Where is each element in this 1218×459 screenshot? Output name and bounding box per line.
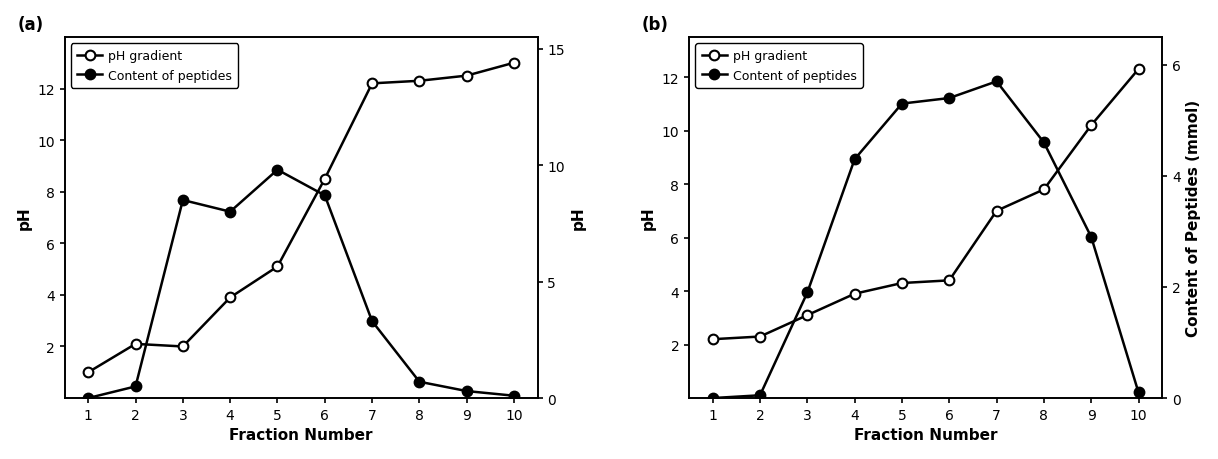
Content of peptides: [705, 396, 720, 401]
Content of peptides: [1084, 235, 1099, 240]
pH gradient: [459, 74, 474, 79]
Content of peptides: [80, 396, 95, 401]
pH gradient: [223, 295, 238, 301]
Content of peptides: [895, 101, 910, 107]
pH gradient: [270, 264, 285, 270]
Content of peptides: [942, 96, 956, 101]
Content of peptides: [1132, 390, 1146, 395]
Content of peptides: [223, 209, 238, 215]
Content of peptides: [318, 193, 333, 199]
pH gradient: [80, 369, 95, 375]
pH gradient: [705, 337, 720, 342]
pH gradient: [753, 334, 767, 340]
Y-axis label: pH: pH: [17, 206, 32, 230]
Content of peptides: [507, 393, 521, 398]
Content of peptides: [800, 290, 815, 296]
Y-axis label: Content of Peptides (mmol): Content of Peptides (mmol): [1186, 100, 1201, 336]
pH gradient: [412, 79, 426, 84]
Content of peptides: [128, 384, 143, 389]
Content of peptides: [848, 157, 862, 162]
Content of peptides: [753, 392, 767, 398]
Legend: pH gradient, Content of peptides: pH gradient, Content of peptides: [695, 44, 862, 89]
pH gradient: [848, 291, 862, 297]
Line: Content of peptides: Content of peptides: [708, 77, 1144, 403]
pH gradient: [1084, 123, 1099, 129]
Line: Content of peptides: Content of peptides: [83, 166, 519, 403]
pH gradient: [128, 341, 143, 347]
Text: (a): (a): [17, 16, 44, 34]
pH gradient: [365, 81, 380, 87]
Line: pH gradient: pH gradient: [83, 59, 519, 377]
Legend: pH gradient, Content of peptides: pH gradient, Content of peptides: [71, 44, 239, 89]
X-axis label: Fraction Number: Fraction Number: [229, 427, 373, 442]
Y-axis label: pH: pH: [641, 206, 657, 230]
X-axis label: Fraction Number: Fraction Number: [854, 427, 998, 442]
Line: pH gradient: pH gradient: [708, 65, 1144, 344]
pH gradient: [942, 278, 956, 284]
pH gradient: [318, 177, 333, 182]
Content of peptides: [365, 319, 380, 324]
pH gradient: [800, 313, 815, 318]
pH gradient: [989, 208, 1004, 214]
pH gradient: [895, 280, 910, 286]
pH gradient: [175, 344, 190, 349]
Content of peptides: [459, 388, 474, 394]
Content of peptides: [175, 198, 190, 203]
pH gradient: [507, 61, 521, 67]
pH gradient: [1132, 67, 1146, 73]
Content of peptides: [270, 168, 285, 173]
Content of peptides: [412, 379, 426, 385]
pH gradient: [1037, 187, 1051, 193]
Content of peptides: [989, 79, 1004, 85]
Content of peptides: [1037, 140, 1051, 146]
Y-axis label: pH: pH: [570, 206, 586, 230]
Text: (b): (b): [642, 16, 669, 34]
